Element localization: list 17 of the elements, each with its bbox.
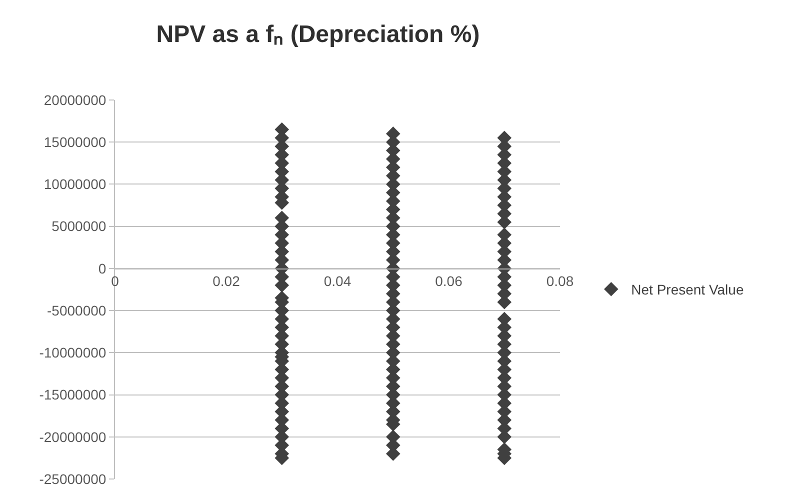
y-tick-label: 10000000: [44, 176, 106, 192]
legend-label: Net Present Value: [631, 282, 744, 298]
y-tick-label: -15000000: [39, 386, 106, 403]
x-tick-label: 0.08: [546, 273, 574, 290]
y-tick-label: 15000000: [44, 134, 106, 150]
y-tick-label: -10000000: [39, 344, 106, 361]
x-tick-label: 0.02: [212, 273, 240, 290]
chart-title: NPV as a fₙ (Depreciation %): [156, 20, 480, 48]
y-tick-label: -25000000: [39, 470, 106, 487]
y-tick-label: 0: [98, 260, 106, 276]
y-tick-label: -20000000: [39, 428, 106, 445]
x-tick-label: 0.06: [435, 273, 463, 290]
y-tick-label: 5000000: [52, 218, 106, 234]
y-tick-label: 20000000: [44, 92, 106, 108]
y-tick-label: -5000000: [47, 302, 106, 318]
x-tick-label: 0.04: [324, 273, 352, 290]
x-tick-label: 0: [111, 273, 120, 290]
